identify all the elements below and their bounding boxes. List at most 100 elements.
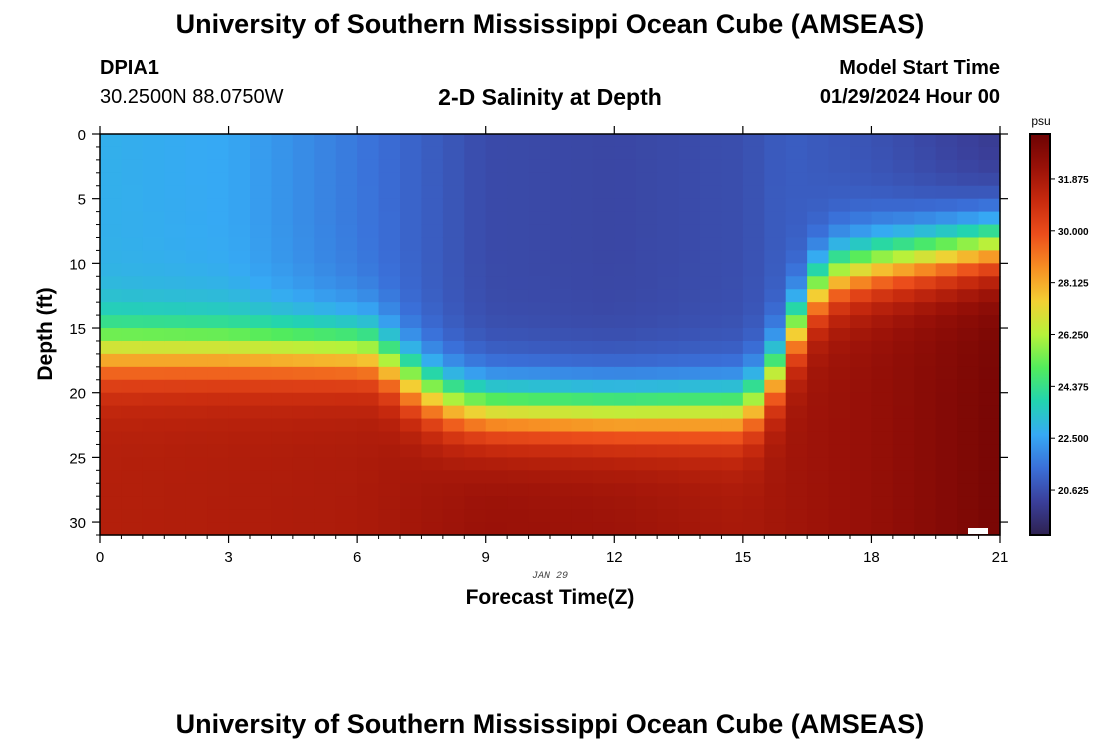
heatmap-cell bbox=[421, 379, 444, 394]
heatmap-cell bbox=[400, 340, 423, 355]
heatmap-cell bbox=[164, 185, 187, 200]
heatmap-cell bbox=[764, 353, 787, 368]
heatmap-cell bbox=[271, 315, 294, 329]
heatmap-cell bbox=[635, 509, 658, 523]
heatmap-cell bbox=[464, 392, 487, 407]
heatmap-cell bbox=[678, 483, 701, 497]
heatmap-cell bbox=[100, 224, 123, 239]
heatmap-cell bbox=[464, 185, 487, 200]
heatmap-cell bbox=[507, 159, 530, 174]
heatmap-cell bbox=[957, 159, 980, 174]
x-tick-label: 15 bbox=[735, 549, 752, 566]
heatmap-cell bbox=[228, 211, 251, 226]
heatmap-cell bbox=[507, 302, 530, 316]
heatmap-cell bbox=[807, 146, 830, 161]
heatmap-cell bbox=[785, 483, 808, 497]
heatmap-cell bbox=[164, 431, 187, 446]
heatmap-cell bbox=[207, 198, 230, 213]
heatmap-cell bbox=[378, 172, 401, 187]
heatmap-cell bbox=[871, 444, 894, 458]
heatmap-cell bbox=[442, 263, 465, 277]
heatmap-cell bbox=[614, 198, 637, 213]
heatmap-cell bbox=[742, 496, 765, 510]
heatmap-cell bbox=[528, 418, 551, 433]
heatmap-cell bbox=[464, 198, 487, 213]
heatmap-cell bbox=[957, 237, 980, 252]
heatmap-cell bbox=[764, 366, 787, 381]
heatmap-cell bbox=[614, 263, 637, 277]
heatmap-cell bbox=[271, 444, 294, 458]
heatmap-cell bbox=[100, 366, 123, 381]
heatmap-cell bbox=[657, 496, 680, 510]
heatmap-cell bbox=[935, 431, 958, 446]
heatmap-cell bbox=[657, 263, 680, 277]
heatmap-cell bbox=[528, 237, 551, 252]
heatmap-cell bbox=[357, 198, 380, 213]
heatmap-cell bbox=[892, 509, 915, 523]
heatmap-cell bbox=[335, 392, 358, 407]
model-start-value: 01/29/2024 Hour 00 bbox=[819, 86, 1000, 108]
heatmap-cell bbox=[935, 146, 958, 161]
heatmap-cell bbox=[614, 185, 637, 200]
heatmap-cell bbox=[871, 418, 894, 433]
date-label: JAN 29 bbox=[532, 571, 568, 582]
heatmap-cell bbox=[828, 522, 851, 536]
heatmap-cell bbox=[657, 392, 680, 407]
heatmap-cell bbox=[292, 496, 315, 510]
heatmap-cell bbox=[807, 340, 830, 355]
heatmap-cell bbox=[292, 483, 315, 497]
heatmap-cell bbox=[121, 250, 144, 264]
heatmap-cell bbox=[100, 172, 123, 187]
heatmap-cell bbox=[721, 522, 744, 536]
heatmap-cell bbox=[400, 224, 423, 239]
heatmap-cell bbox=[957, 483, 980, 497]
heatmap-cell bbox=[657, 509, 680, 523]
heatmap-cell bbox=[742, 444, 765, 458]
heatmap-cell bbox=[635, 353, 658, 368]
heatmap-cell bbox=[292, 470, 315, 484]
heatmap-cell bbox=[228, 366, 251, 381]
heatmap-cell bbox=[914, 263, 937, 277]
heatmap-cell bbox=[721, 444, 744, 458]
heatmap-cell bbox=[485, 328, 508, 342]
heatmap-cell bbox=[185, 483, 208, 497]
heatmap-cell bbox=[935, 470, 958, 484]
x-axis-title: Forecast Time(Z) bbox=[466, 586, 635, 609]
heatmap-cell bbox=[378, 263, 401, 277]
heatmap-cell bbox=[764, 172, 787, 187]
heatmap-cell bbox=[592, 134, 615, 148]
heatmap-cell bbox=[957, 444, 980, 458]
heatmap-cell bbox=[207, 431, 230, 446]
heatmap-cell bbox=[357, 159, 380, 174]
heatmap-cell bbox=[357, 444, 380, 458]
heatmap-cell bbox=[978, 405, 1001, 420]
heatmap-cell bbox=[292, 444, 315, 458]
heatmap-cell bbox=[142, 509, 165, 523]
heatmap-cell bbox=[871, 172, 894, 187]
heatmap-cell bbox=[892, 172, 915, 187]
heatmap-cell bbox=[850, 302, 873, 316]
heatmap-cell bbox=[142, 159, 165, 174]
heatmap-cell bbox=[271, 431, 294, 446]
heatmap-cell bbox=[785, 134, 808, 148]
heatmap-cell bbox=[271, 457, 294, 471]
heatmap-cell bbox=[507, 185, 530, 200]
heatmap-cell bbox=[400, 289, 423, 303]
heatmap-cell bbox=[807, 444, 830, 458]
heatmap-cell bbox=[464, 483, 487, 497]
heatmap-cell bbox=[250, 302, 273, 316]
heatmap-cell bbox=[785, 159, 808, 174]
heatmap-cell bbox=[721, 392, 744, 407]
heatmap-cell bbox=[164, 224, 187, 239]
heatmap-cell bbox=[185, 276, 208, 290]
heatmap-cell bbox=[314, 418, 337, 433]
heatmap-cell bbox=[292, 509, 315, 523]
heatmap-cell bbox=[678, 276, 701, 290]
heatmap-cell bbox=[271, 328, 294, 342]
heatmap-cell bbox=[571, 405, 594, 420]
heatmap-cell bbox=[250, 405, 273, 420]
heatmap-cell bbox=[957, 457, 980, 471]
heatmap-cell bbox=[807, 379, 830, 394]
heatmap-cell bbox=[142, 250, 165, 264]
heatmap-cell bbox=[185, 302, 208, 316]
